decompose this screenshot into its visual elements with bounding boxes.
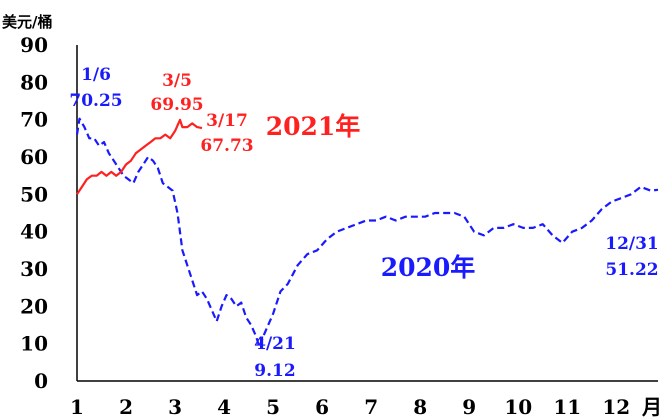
series-2021-label: 2021年 <box>266 112 361 141</box>
x-tick-label: 5 <box>266 395 280 419</box>
annotation-date: 3/17 <box>206 111 248 131</box>
y-axis-unit: 美元/桶 <box>2 13 52 31</box>
x-axis-ticks: 1 2 3 4 5 6 7 8 9 10 11 12 月 <box>70 395 662 419</box>
annotation-date: 1/6 <box>81 65 111 85</box>
y-tick-label: 90 <box>20 33 48 57</box>
x-tick-label: 4 <box>217 395 231 419</box>
series-2021-line <box>76 118 203 195</box>
x-tick-label: 3 <box>168 395 182 419</box>
x-tick-label: 7 <box>364 395 378 419</box>
x-tick-label: 11 <box>553 395 581 419</box>
y-tick-label: 20 <box>20 294 48 318</box>
annotation-value: 69.95 <box>150 95 203 115</box>
annotation-value: 67.73 <box>200 136 253 156</box>
y-tick-label: 50 <box>20 182 48 206</box>
x-axis-unit: 月 <box>641 395 662 419</box>
y-tick-label: 60 <box>20 145 48 169</box>
series-2020-line <box>75 117 659 349</box>
series-2020-label: 2020年 <box>381 253 476 282</box>
x-tick-label: 10 <box>504 395 532 419</box>
annotations: 1/6 70.25 3/5 69.953/17 67.73 4/21 9.12 12/31 51… <box>69 65 658 381</box>
y-tick-label: 70 <box>20 108 48 132</box>
y-tick-label: 40 <box>20 220 48 244</box>
y-tick-label: 10 <box>20 332 48 356</box>
annotation-value: 70.25 <box>69 91 122 111</box>
x-tick-label: 1 <box>70 395 84 419</box>
annotation-value: 9.12 <box>254 361 295 381</box>
annotation-date: 4/21 <box>254 334 296 354</box>
y-tick-label: 30 <box>20 257 48 281</box>
x-tick-label: 9 <box>462 395 476 419</box>
y-tick-label: 0 <box>34 369 48 393</box>
series-layer <box>75 117 659 349</box>
x-tick-label: 8 <box>413 395 427 419</box>
annotation-date: 3/5 <box>162 71 192 91</box>
y-axis-ticks: 0 10 20 30 40 50 60 70 80 90 <box>20 33 48 393</box>
x-tick-label: 2 <box>119 395 133 419</box>
annotation-value: 51.22 <box>605 260 658 280</box>
x-tick-label: 6 <box>315 395 329 419</box>
y-tick-label: 80 <box>20 70 48 94</box>
annotation-date: 12/31 <box>605 234 659 254</box>
x-tick-label: 12 <box>602 395 630 419</box>
